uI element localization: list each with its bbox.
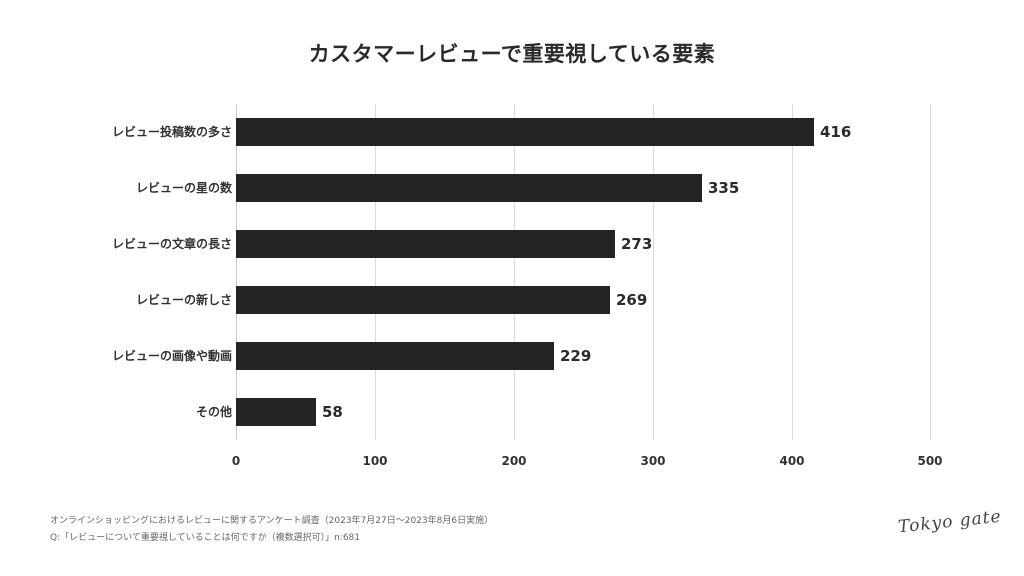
bar-value: 416 bbox=[820, 123, 852, 141]
bar-value: 335 bbox=[708, 179, 740, 197]
category-label: レビュー投稿数の多さ bbox=[111, 125, 232, 139]
gridline-300 bbox=[653, 104, 654, 440]
bar-value: 229 bbox=[560, 347, 592, 365]
x-tick: 300 bbox=[640, 454, 666, 468]
category-label: レビューの画像や動画 bbox=[111, 349, 232, 363]
category-label: その他 bbox=[195, 405, 232, 419]
gridline-100 bbox=[375, 104, 376, 440]
bar-value: 273 bbox=[621, 235, 653, 253]
category-label: レビューの新しさ bbox=[135, 293, 232, 307]
bar-0 bbox=[236, 118, 814, 146]
category-label: レビューの文章の長さ bbox=[111, 237, 232, 251]
plot-area: 416 335 273 269 229 58 bbox=[236, 104, 931, 440]
survey-note: オンラインショッピングにおけるレビューに関するアンケート調査（2023年7月27… bbox=[50, 516, 494, 526]
x-tick: 100 bbox=[362, 454, 388, 468]
bar-2 bbox=[236, 230, 615, 258]
x-tick: 0 bbox=[231, 454, 241, 468]
bar-4 bbox=[236, 342, 554, 370]
x-tick: 200 bbox=[501, 454, 527, 468]
brand-logo: Tokyo gate bbox=[897, 506, 1003, 538]
category-label: レビューの星の数 bbox=[135, 181, 232, 195]
gridline-400 bbox=[792, 104, 793, 440]
gridline-0 bbox=[236, 104, 237, 440]
bar-value: 58 bbox=[322, 403, 343, 421]
question-note: Q:「レビューについて重要視していることは何ですか（複数選択可）」n:681 bbox=[50, 533, 360, 543]
x-tick: 500 bbox=[917, 454, 943, 468]
bar-1 bbox=[236, 174, 702, 202]
bar-5 bbox=[236, 398, 316, 426]
chart-title: カスタマーレビューで重要視している要素 bbox=[308, 42, 716, 66]
x-tick: 400 bbox=[779, 454, 805, 468]
bar-value: 269 bbox=[616, 291, 648, 309]
bar-3 bbox=[236, 286, 610, 314]
gridline-500 bbox=[930, 104, 931, 440]
gridline-200 bbox=[514, 104, 515, 440]
